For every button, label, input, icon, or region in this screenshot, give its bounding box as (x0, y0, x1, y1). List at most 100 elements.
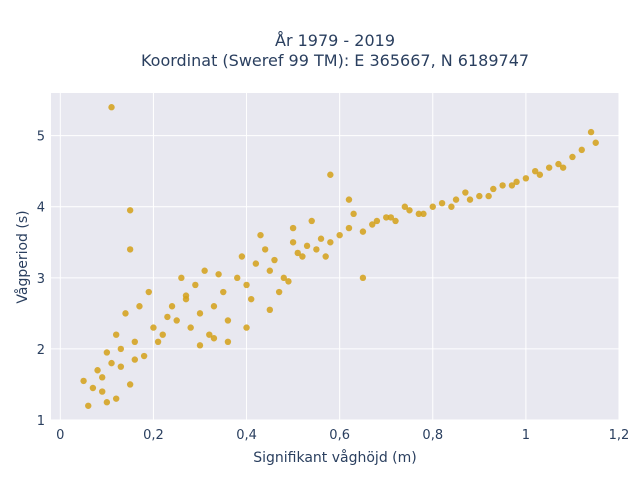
scatter-point (103, 349, 111, 356)
y-tick-label: 5 (37, 130, 45, 145)
scatter-point (224, 338, 232, 346)
scatter-point (108, 359, 115, 367)
scatter-point (280, 274, 287, 282)
scatter-point (317, 235, 325, 242)
scatter-point (438, 199, 446, 207)
y-tick-label: 4 (37, 201, 45, 216)
grid-layer (51, 93, 620, 421)
scatter-point (545, 164, 553, 171)
scatter-point (131, 356, 139, 363)
scatter-point (220, 288, 227, 296)
scatter-point (289, 224, 297, 232)
axes-layer: 0 0,2 0,4 0,6 0,8 1 1,2 1 2 3 4 5 (37, 130, 630, 443)
scatter-point (117, 363, 125, 370)
y-tick-label: 3 (37, 272, 45, 287)
scatter-point (112, 331, 120, 338)
scatter-point (187, 324, 194, 331)
scatter-point (126, 246, 134, 253)
x-tick-label: 1,2 (609, 428, 630, 443)
scatter-point (159, 331, 166, 338)
scatter-point (513, 178, 520, 186)
scatter-point (327, 239, 334, 246)
points-layer (80, 104, 599, 409)
scatter-point (126, 381, 134, 388)
scatter-point (210, 335, 218, 342)
scatter-point (261, 246, 269, 253)
scatter-point (99, 388, 106, 395)
scatter-point (373, 217, 381, 225)
scatter-point (178, 274, 185, 282)
scatter-point (322, 253, 329, 260)
scatter-point (154, 338, 162, 346)
scatter-point (196, 342, 204, 349)
x-tick-label: 1 (522, 428, 530, 443)
scatter-point (359, 274, 367, 282)
scatter-point (94, 367, 101, 374)
scatter-point (136, 303, 143, 310)
scatter-point (294, 249, 301, 257)
scatter-point (168, 303, 176, 310)
scatter-point (257, 231, 264, 239)
scatter-point (392, 217, 399, 225)
scatter-point (415, 210, 423, 218)
plot-background (51, 93, 619, 420)
scatter-point (243, 281, 250, 289)
scatter-point (313, 246, 320, 253)
scatter-point (336, 231, 343, 239)
scatter-point (126, 207, 134, 214)
x-axis-label: Signifikant våghöjd (m) (253, 449, 416, 466)
scatter-point (103, 399, 111, 406)
scatter-point (99, 374, 106, 381)
scatter-point (345, 196, 353, 203)
x-tick-label: 0,6 (329, 428, 350, 443)
scatter-point (578, 146, 585, 154)
scatter-point (140, 352, 148, 360)
scatter-point (401, 203, 409, 210)
scatter-point (247, 295, 255, 303)
scatter-point (89, 384, 97, 392)
scatter-point (420, 210, 427, 218)
scatter-point (285, 278, 292, 285)
scatter-point (429, 203, 436, 210)
scatter-point (234, 274, 241, 282)
scatter-point (173, 317, 180, 324)
scatter-point (201, 267, 208, 274)
scatter-point (485, 192, 492, 200)
scatter-point (383, 214, 390, 221)
scatter-point (122, 310, 129, 317)
scatter-point (206, 331, 213, 338)
scatter-point (117, 345, 125, 353)
scatter-point (210, 303, 218, 310)
scatter-point (406, 207, 413, 214)
scatter-point (369, 221, 376, 228)
scatter-point (587, 128, 595, 136)
y-tick-label: 2 (37, 343, 45, 358)
chart-title-line2: Koordinat (Sweref 99 TM): E 365667, N 61… (141, 51, 529, 70)
x-tick-label: 0,4 (236, 428, 257, 443)
scatter-point (164, 313, 171, 321)
scatter-point (569, 153, 576, 161)
scatter-point (266, 306, 274, 314)
scatter-point (559, 164, 567, 171)
scatter-point (271, 256, 278, 264)
y-axis-label: Vågperiod (s) (14, 210, 31, 303)
x-tick-label: 0,8 (422, 428, 443, 443)
scatter-point (238, 253, 246, 260)
scatter-point (359, 228, 367, 235)
scatter-point (345, 224, 353, 232)
scatter-point (508, 182, 516, 189)
scatter-point (327, 171, 334, 178)
scatter-point (150, 324, 157, 331)
scatter-point (466, 196, 474, 203)
scatter-point (308, 217, 315, 225)
scatter-point (85, 402, 92, 409)
scatter-point (387, 214, 395, 221)
chart-title-line1: År 1979 - 2019 (275, 31, 395, 50)
scatter-point (215, 271, 222, 278)
scatter-point (303, 242, 311, 250)
scatter-point (131, 338, 139, 346)
scatter-point (476, 192, 483, 200)
scatter-point (522, 175, 530, 182)
scatter-point (182, 292, 190, 299)
